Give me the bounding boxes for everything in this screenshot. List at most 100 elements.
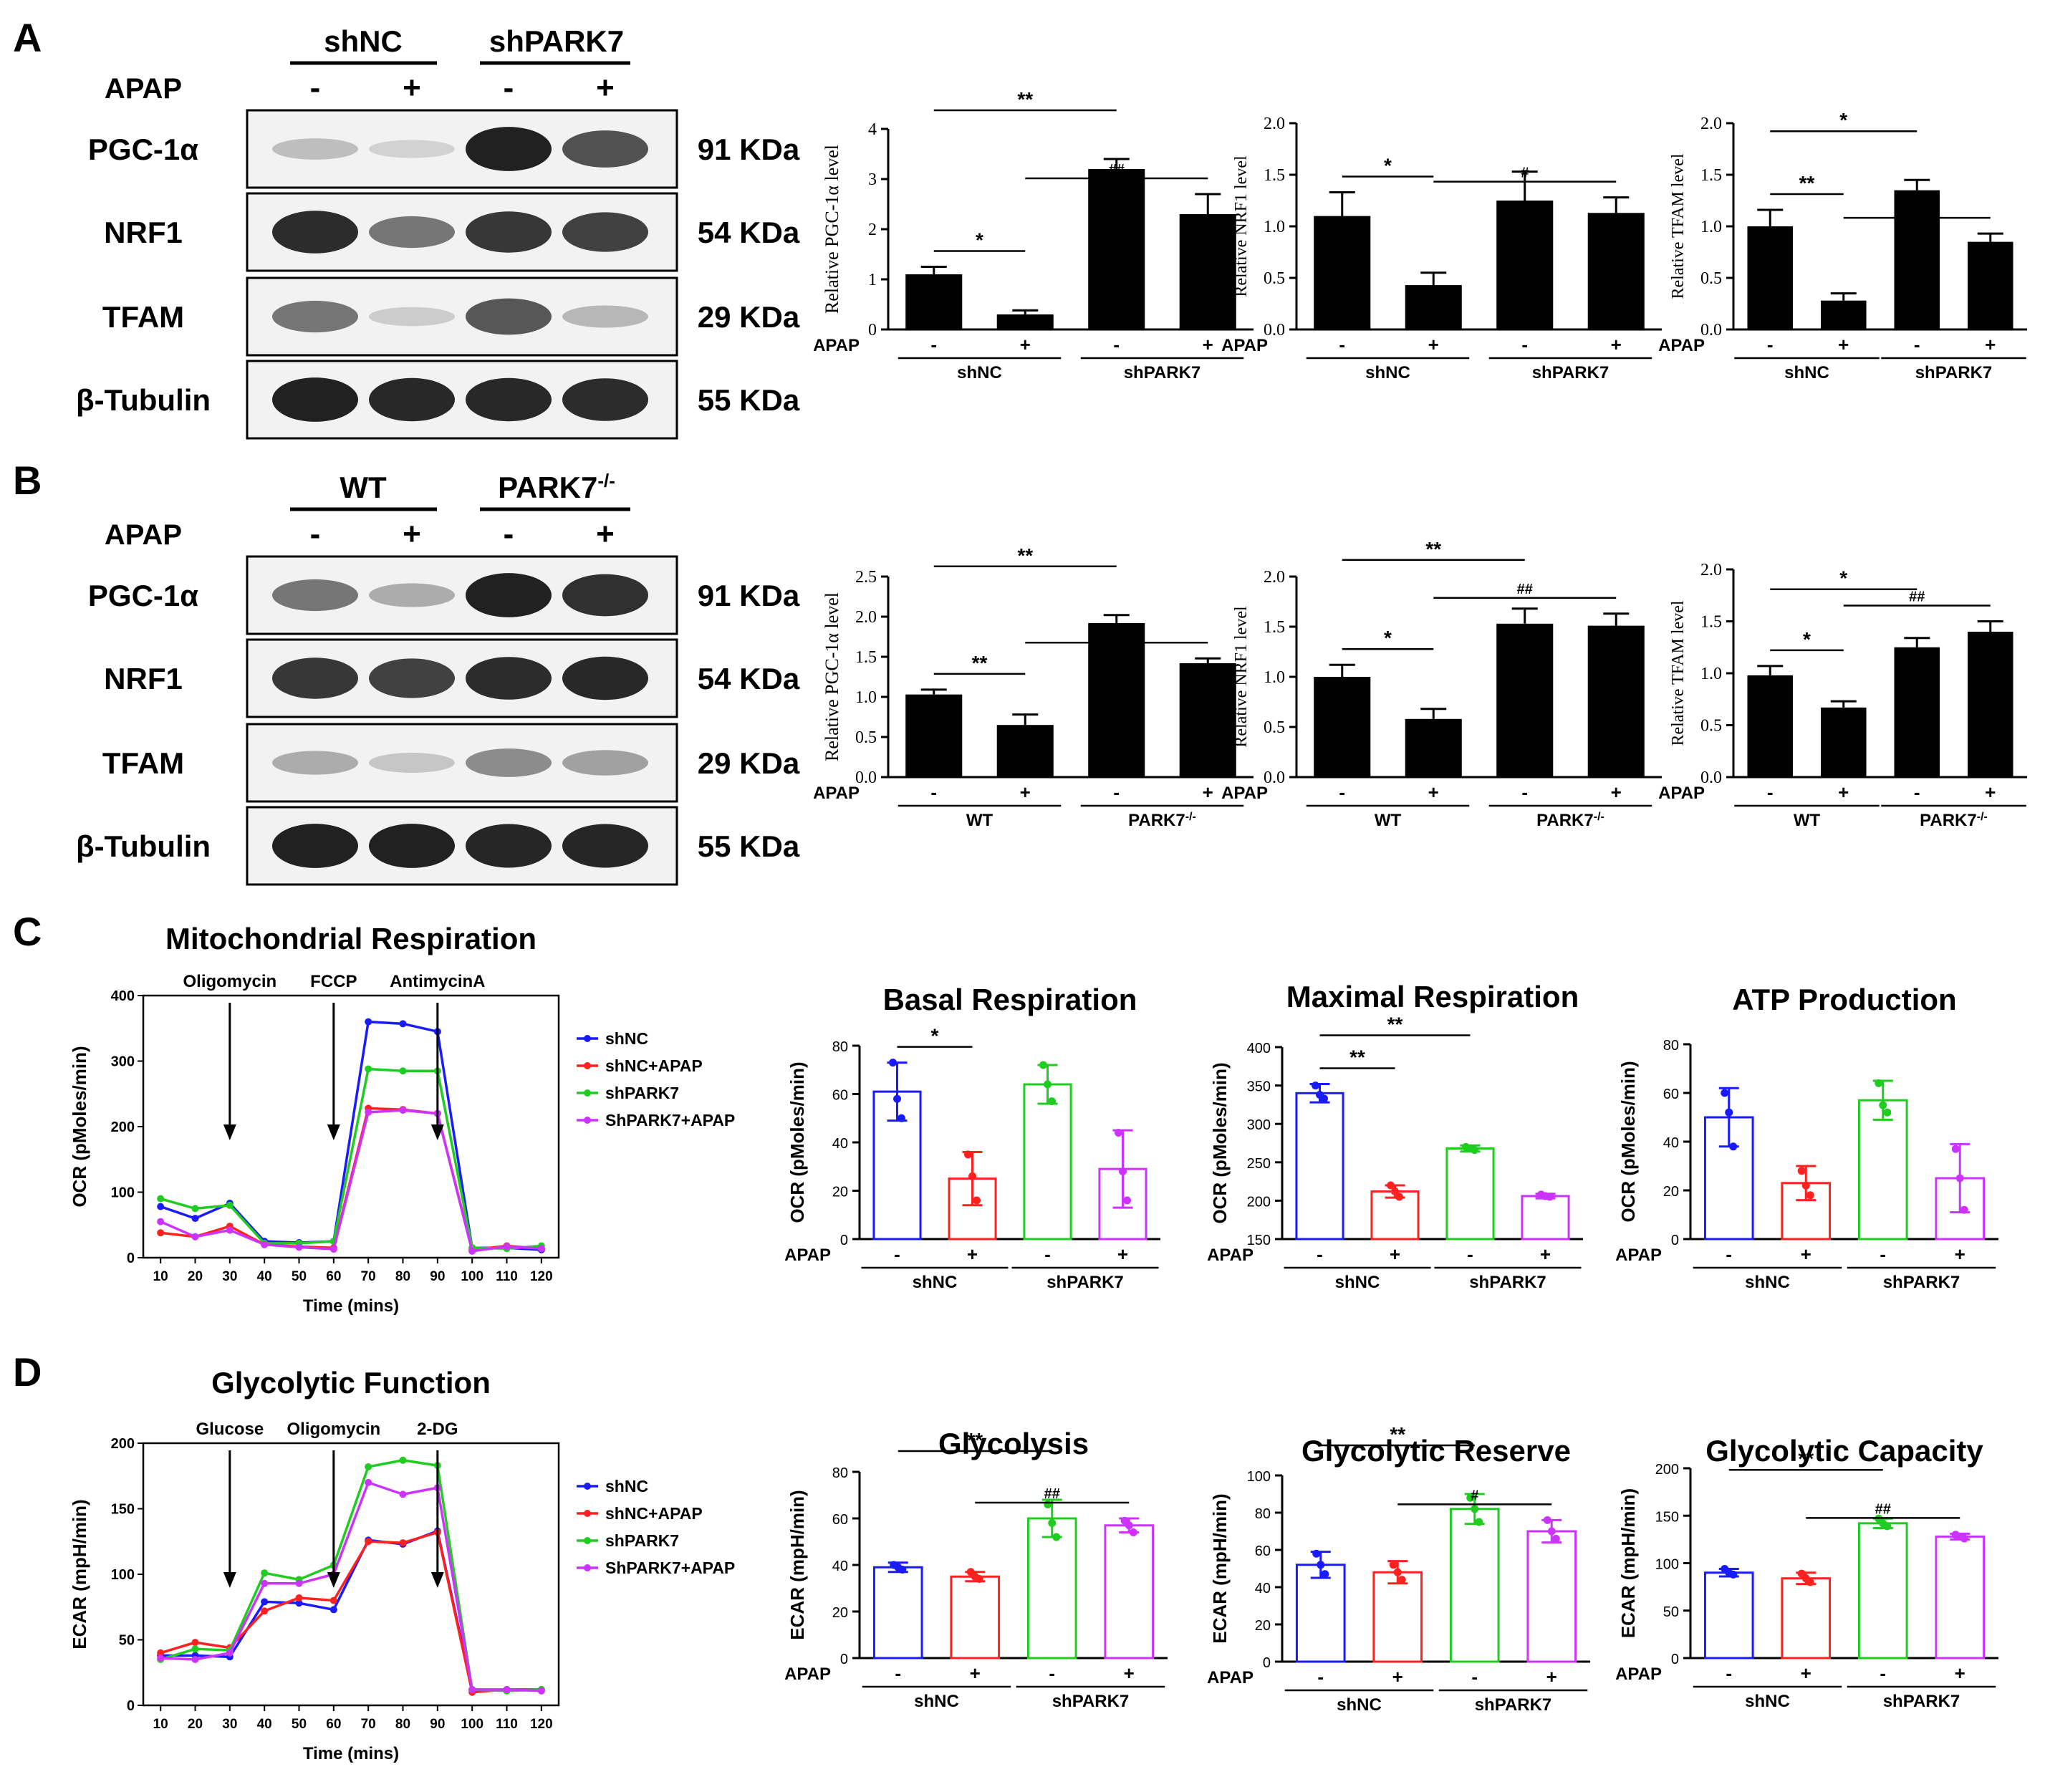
- data-point: [1397, 1576, 1406, 1584]
- data-point: [1797, 1167, 1806, 1175]
- series-line: [160, 1529, 542, 1691]
- data-point: [1729, 1142, 1738, 1151]
- data-point: [1879, 1101, 1887, 1109]
- data-point: [1721, 1089, 1729, 1097]
- sig-label: **: [1017, 544, 1033, 567]
- y-tick-label: 0.0: [1700, 321, 1722, 339]
- apap-sign: -: [1726, 1662, 1732, 1684]
- apap-sign: -: [1767, 334, 1774, 355]
- apap-sign: -: [1914, 334, 1920, 355]
- group-label-2: shPARK7: [1475, 1695, 1552, 1715]
- bar: [1781, 1577, 1832, 1659]
- blot-band: [369, 583, 455, 607]
- blot-group-1: shNC: [324, 24, 403, 58]
- y-tick-label: 200: [1655, 1462, 1679, 1478]
- blot-band: [369, 824, 455, 868]
- y-tick-label: 80: [1255, 1506, 1271, 1522]
- bar: [1179, 214, 1236, 329]
- group-label-2: shPARK7: [1052, 1692, 1130, 1711]
- series-point: [365, 1463, 372, 1470]
- blot-apap-sign: +: [403, 516, 421, 551]
- legend-marker: [584, 1089, 591, 1097]
- bar: [1587, 625, 1645, 777]
- blot-band: [562, 212, 648, 252]
- blot-row-label: PGC-1α: [88, 579, 198, 612]
- y-tick-label: 150: [111, 1502, 135, 1518]
- legend-marker: [584, 1062, 591, 1069]
- data-point: [1806, 1191, 1814, 1200]
- group-label-2: PARK7-/-: [1920, 811, 1988, 831]
- injection-arrowhead: [327, 1124, 340, 1140]
- series-point: [295, 1579, 303, 1587]
- group-label-2-sup: -/-: [1185, 811, 1196, 823]
- apap-sign: -: [1113, 781, 1120, 803]
- sig-label: **: [1425, 538, 1441, 560]
- y-tick-label: 40: [832, 1136, 848, 1152]
- bar-chart-C1: Basal Respiration 0 20 40 60 80 OCR (pMoles/mi…: [784, 983, 1160, 1292]
- bar: [1496, 623, 1554, 777]
- apap-sign: +: [1392, 1666, 1403, 1687]
- blot-apap-sign: -: [504, 70, 514, 105]
- y-tick-label: 0: [1671, 1233, 1679, 1248]
- y-tick-label: 1.5: [1700, 166, 1722, 185]
- blot-apap-label: APAP: [105, 519, 182, 551]
- y-tick-label: 1.5: [1264, 166, 1285, 185]
- blot-row-label: NRF1: [104, 216, 183, 249]
- y-axis-label: Relative PGC-1α level: [822, 145, 842, 314]
- y-tick-label: 2.0: [855, 608, 877, 627]
- data-point: [1123, 1196, 1131, 1205]
- series-point: [157, 1218, 165, 1225]
- legend-label: shNC+APAP: [605, 1504, 703, 1523]
- x-tick-label: 20: [188, 1269, 203, 1284]
- apap-label: APAP: [1221, 336, 1268, 355]
- data-point: [898, 1566, 907, 1574]
- bar-chart-D2: Glycolytic Reserve 0 20 40 60 80 100 ECAR (mpH/…: [1207, 1423, 1590, 1715]
- y-tick-label: 60: [832, 1088, 848, 1104]
- series-point: [468, 1247, 476, 1255]
- data-point: [1883, 1522, 1892, 1531]
- blot-apap-sign: +: [403, 70, 421, 105]
- apap-sign: +: [1020, 781, 1031, 803]
- blot-row-label: β-Tubulin: [76, 829, 211, 863]
- series-point: [261, 1598, 269, 1606]
- legend-label: shPARK7: [605, 1531, 679, 1550]
- apap-sign: +: [1611, 781, 1622, 803]
- y-tick-label: 0: [127, 1698, 135, 1714]
- blot-band: [369, 377, 455, 422]
- blot-mw-label: 55 KDa: [698, 829, 800, 863]
- y-axis-label: ECAR (mpH/min): [1617, 1488, 1639, 1638]
- series-point: [399, 1067, 407, 1075]
- chart-title: Maximal Respiration: [1286, 980, 1579, 1013]
- apap-sign: -: [1339, 334, 1345, 355]
- bar-chart-A2: 0.0 0.5 1.0 1.5 2.0 Relative NRF1 level * # APAP…: [1221, 115, 1662, 382]
- apap-sign: +: [1428, 334, 1439, 355]
- series-point: [365, 1108, 372, 1116]
- y-axis-label: OCR (pMoles/min): [69, 1046, 90, 1207]
- y-tick-label: 3: [868, 170, 877, 189]
- apap-sign: -: [1049, 1662, 1055, 1684]
- group-label-2: shPARK7: [1883, 1273, 1960, 1292]
- y-tick-label: 300: [111, 1054, 135, 1070]
- injection-label: 2-DG: [417, 1420, 458, 1439]
- series-point: [503, 1243, 511, 1251]
- blot-band: [562, 656, 648, 700]
- injection-arrowhead: [430, 1124, 444, 1140]
- apap-sign: +: [970, 1662, 981, 1684]
- data-point: [975, 1575, 983, 1583]
- blot-band: [369, 140, 455, 158]
- series-point: [226, 1649, 234, 1657]
- sig-label: *: [1803, 628, 1811, 650]
- bar: [1088, 622, 1145, 777]
- bar-chart-D1: Glycolysis 0 20 40 60 80 ECAR (mpH/min) ** ## APA…: [784, 1427, 1168, 1711]
- series-point: [365, 1018, 372, 1026]
- apap-label: APAP: [784, 1246, 831, 1265]
- apap-sign: -: [1044, 1243, 1051, 1265]
- bar: [1104, 1524, 1155, 1659]
- data-point: [1115, 1129, 1122, 1137]
- y-tick-label: 1.0: [855, 688, 877, 707]
- data-point: [1955, 1174, 1964, 1182]
- blot-mw-label: 55 KDa: [698, 383, 800, 417]
- apap-label: APAP: [1221, 784, 1268, 803]
- data-point: [964, 1150, 972, 1159]
